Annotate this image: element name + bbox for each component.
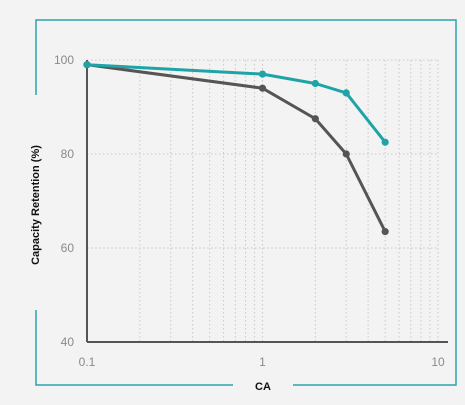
- y-tick-label: 100: [54, 53, 74, 67]
- series-1-point: [342, 89, 350, 97]
- frame-border-bottom-left: [35, 310, 233, 386]
- series-2-point: [311, 115, 319, 123]
- grid: [87, 59, 439, 342]
- series-2-point: [258, 84, 267, 92]
- series-1-point: [83, 61, 91, 69]
- axes: [86, 60, 448, 343]
- y-tick-label: 80: [61, 147, 75, 161]
- series-line-1: [86, 63, 387, 144]
- x-axis-title: CA: [255, 381, 271, 393]
- series-1-point: [311, 79, 319, 88]
- tick-labels: 0.1 1 10 40 60 80 100: [54, 53, 445, 369]
- y-tick-label: 40: [61, 335, 75, 349]
- x-tick-label: 0.1: [79, 355, 96, 369]
- series-group: [83, 61, 389, 236]
- y-axis-title: Capacity Retention (%): [30, 145, 42, 265]
- x-tick-label: 10: [431, 355, 445, 369]
- series-1-point: [258, 70, 267, 78]
- y-tick-label: 60: [61, 241, 75, 255]
- series-1-point: [381, 138, 389, 146]
- frame-border-top-right: [35, 19, 457, 386]
- chart-frame: [35, 19, 457, 386]
- series-2-point: [342, 150, 350, 158]
- series-2-point: [381, 227, 389, 236]
- x-tick-label: 1: [259, 355, 266, 369]
